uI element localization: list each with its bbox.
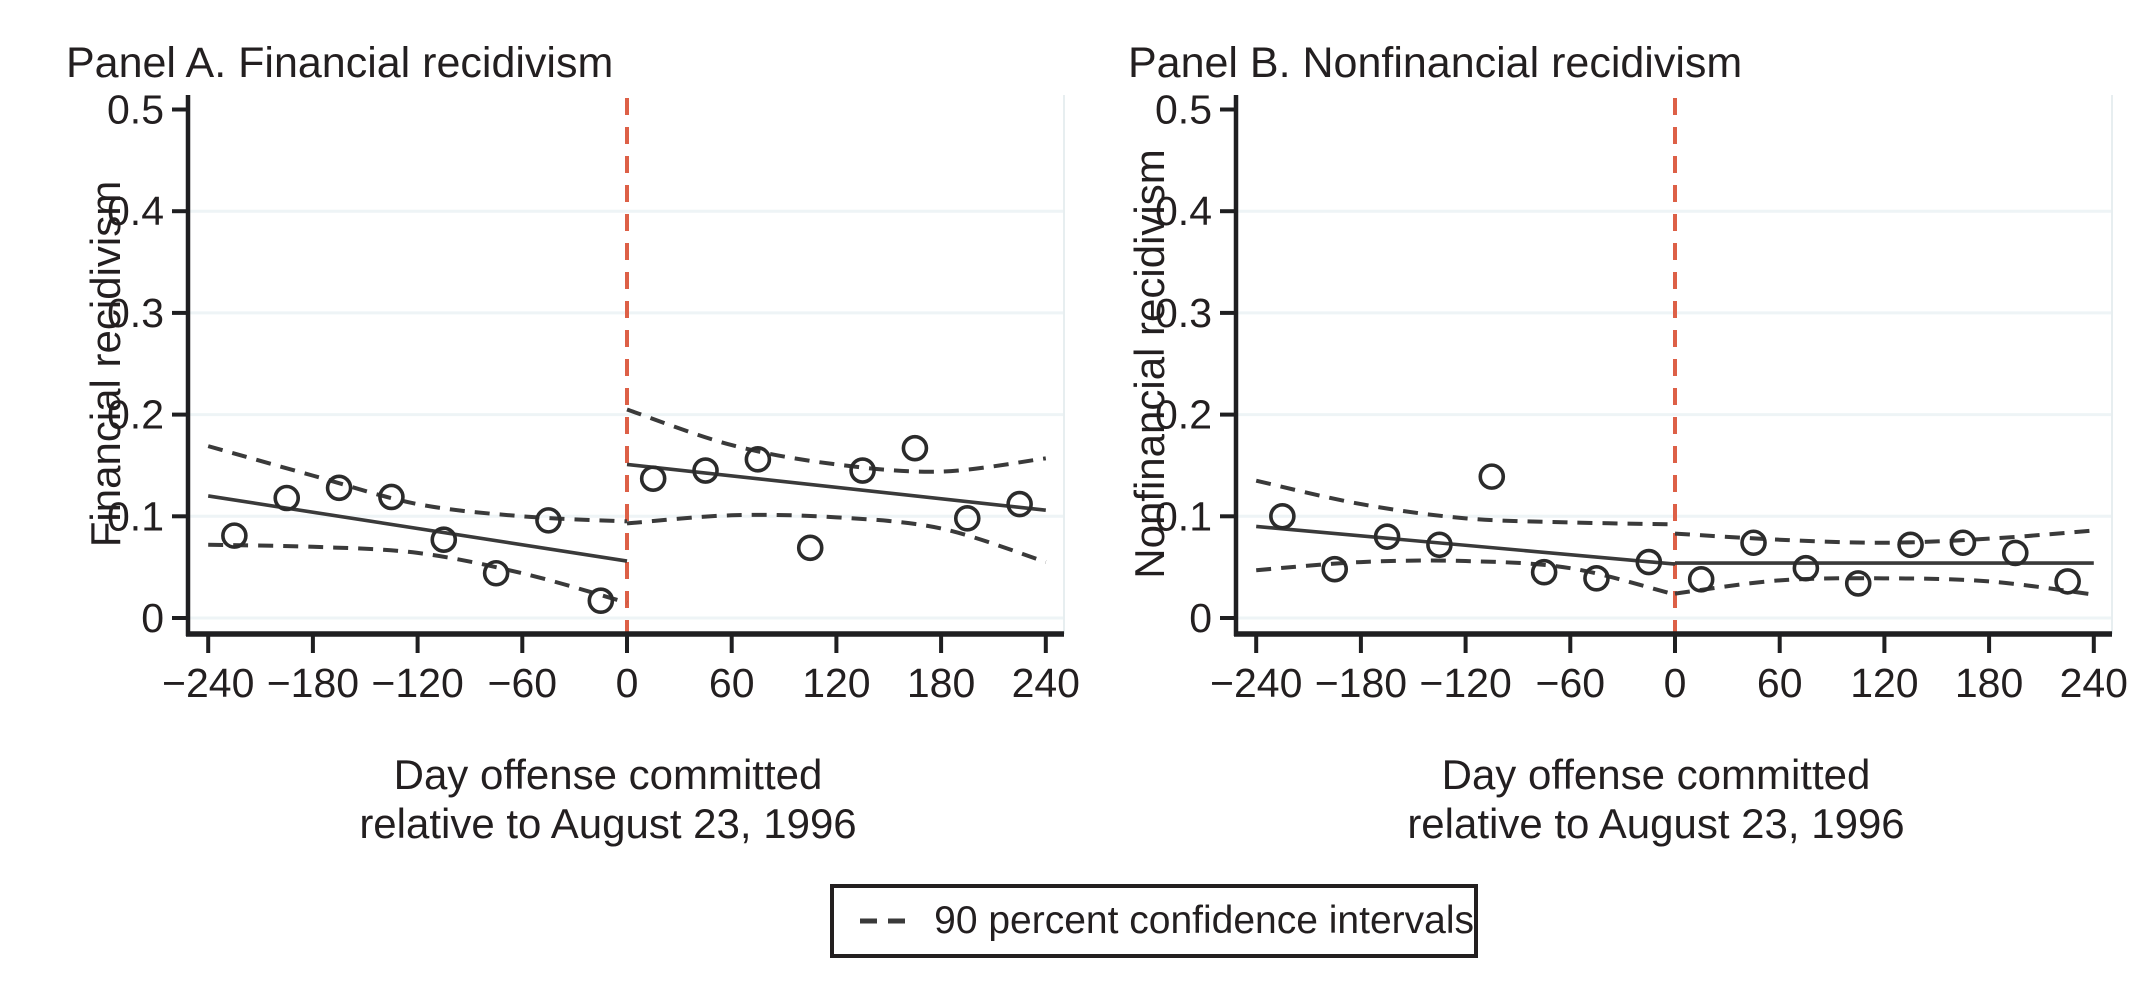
legend-label: 90 percent confidence intervals (934, 899, 1474, 942)
data-point (953, 505, 981, 532)
x-tick-label: −120 (1419, 660, 1511, 706)
data-point (901, 434, 929, 462)
data-point (325, 474, 353, 502)
y-tick-label: 0.3 (107, 290, 164, 336)
data-point (639, 465, 667, 492)
fit-line (1256, 524, 1676, 566)
data-point (1478, 463, 1506, 490)
y-tick-label: 0.1 (1155, 493, 1212, 539)
y-tick-label: 0.1 (107, 493, 164, 539)
panel-b-y-axis-label: Nonfinancial recidivism (1126, 149, 1173, 579)
confidence-interval-line (1256, 558, 1676, 597)
x-tick-label: 0 (1664, 660, 1687, 706)
data-point (1949, 529, 1977, 557)
data-point (849, 457, 876, 484)
y-tick-label: 0 (141, 595, 164, 641)
y-tick-label: 0.3 (1155, 290, 1212, 336)
x-tick-label: −60 (1536, 660, 1606, 706)
data-point (744, 446, 772, 473)
data-point (221, 522, 248, 549)
data-point (2054, 568, 2081, 595)
x-tick-label: −60 (488, 660, 558, 706)
x-tick-label: −240 (1210, 660, 1302, 706)
y-tick-label: 0.2 (107, 392, 164, 438)
y-tick-label: 0.5 (1155, 87, 1212, 133)
panel-b-title: Panel B. Nonfinancial recidivism (1128, 39, 1743, 87)
data-point (1373, 523, 1401, 550)
y-tick-label: 0.4 (107, 188, 164, 234)
panel-a-y-axis-label: Financial recidivism (82, 180, 129, 548)
y-tick-label: 0.2 (1155, 392, 1212, 438)
data-point (1897, 531, 1924, 559)
confidence-interval-line (626, 407, 1047, 474)
data-point (692, 457, 719, 484)
x-tick-label: 120 (802, 660, 870, 706)
data-point (535, 507, 562, 534)
confidence-interval-line (1674, 528, 2094, 545)
x-axis-title-line2: relative to August 23, 1996 (359, 800, 857, 847)
data-point (1321, 555, 1349, 583)
x-axis-title-line1: Day offense committed (1441, 751, 1871, 798)
x-tick-label: 240 (1012, 660, 1080, 706)
data-point (273, 484, 301, 512)
data-point (1687, 566, 1715, 593)
y-tick-label: 0.4 (1155, 188, 1212, 234)
data-point (1583, 565, 1610, 592)
data-point (1635, 548, 1663, 576)
x-tick-label: 60 (709, 660, 755, 706)
panel-b-x-axis-title: Day offense committed relative to August… (1276, 750, 2036, 848)
y-tick-label: 0 (1189, 595, 1212, 641)
confidence-interval-line (207, 444, 628, 524)
x-tick-label: 120 (1850, 660, 1918, 706)
data-point (1792, 554, 1820, 582)
legend: 90 percent confidence intervals (830, 884, 1478, 958)
confidence-interval-line (1255, 478, 1676, 527)
x-tick-label: 60 (1757, 660, 1803, 706)
x-axis-title-line1: Day offense committed (393, 751, 823, 798)
confidence-interval-line (626, 512, 1047, 564)
x-tick-label: 180 (1955, 660, 2023, 706)
data-point (1844, 570, 1872, 597)
y-tick-label: 0.5 (107, 87, 164, 133)
data-point (378, 483, 405, 511)
data-point (1740, 529, 1767, 557)
x-axis-title-line2: relative to August 23, 1996 (1407, 800, 1905, 847)
x-tick-label: −240 (162, 660, 254, 706)
data-point (430, 526, 458, 553)
x-tick-label: 0 (616, 660, 639, 706)
x-tick-label: −180 (267, 660, 359, 706)
x-tick-label: 180 (907, 660, 975, 706)
data-point (482, 559, 510, 587)
dashed-line-sample-icon (860, 918, 909, 924)
panel-a-title: Panel A. Financial recidivism (66, 39, 614, 87)
x-tick-label: 240 (2060, 660, 2128, 706)
data-point (2001, 539, 2029, 567)
confidence-interval-line (208, 542, 628, 605)
data-point (1269, 502, 1296, 530)
x-tick-label: −120 (371, 660, 463, 706)
fit-line (626, 462, 1046, 512)
data-point (1426, 531, 1453, 559)
data-point (587, 587, 615, 615)
panel-a-x-axis-title: Day offense committed relative to August… (228, 750, 988, 848)
data-point (796, 534, 824, 562)
data-point (1530, 558, 1558, 586)
confidence-interval-line (1674, 576, 2095, 597)
x-tick-label: −180 (1315, 660, 1407, 706)
data-point (1006, 490, 1033, 518)
